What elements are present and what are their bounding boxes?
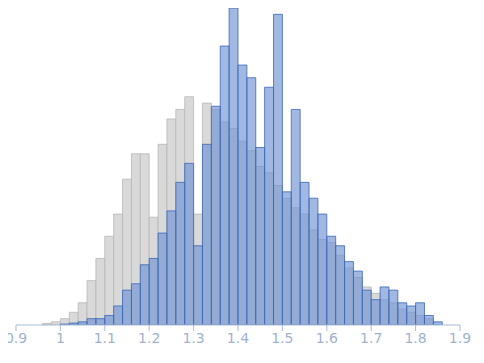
- svg-text:0.9: 0.9: [8, 330, 27, 346]
- svg-text:1.9: 1.9: [449, 330, 471, 346]
- svg-text:1.5: 1.5: [271, 330, 293, 346]
- svg-text:1.4: 1.4: [227, 330, 249, 346]
- svg-text:1.2: 1.2: [138, 330, 160, 346]
- svg-text:1.7: 1.7: [360, 330, 382, 346]
- svg-text:1.8: 1.8: [404, 330, 426, 346]
- svg-text:1.1: 1.1: [94, 330, 116, 346]
- svg-text:1.3: 1.3: [182, 330, 204, 346]
- svg-text:1.6: 1.6: [316, 330, 338, 346]
- svg-text:1: 1: [56, 330, 65, 346]
